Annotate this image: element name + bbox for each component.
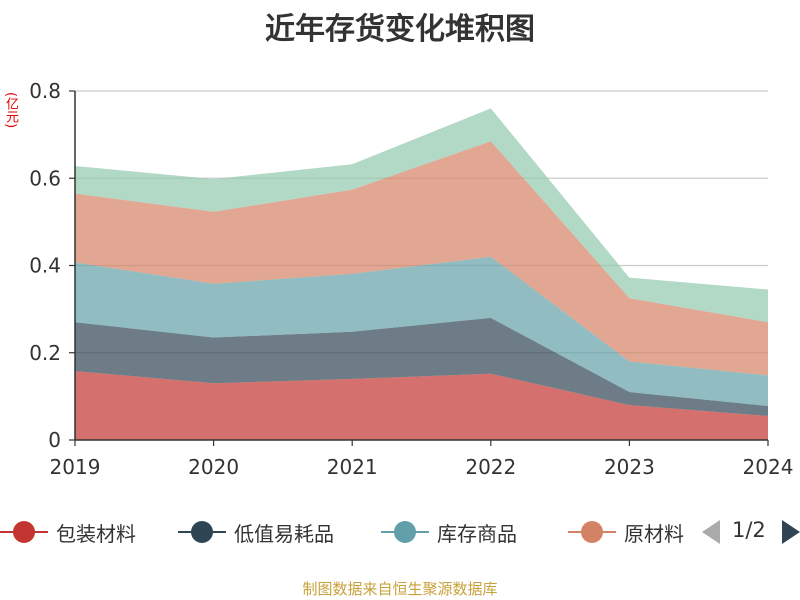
x-tick-label: 2024 [743,455,794,479]
area-series [75,108,768,440]
x-tick-label: 2023 [604,455,655,479]
y-tick-label: 0 [48,428,61,452]
legend-item[interactable]: 包装材料 [0,514,136,550]
x-tick-label: 2021 [327,455,378,479]
legend-page-indicator: 1/2 [732,518,766,542]
area-series-2[interactable] [75,317,768,416]
area-series-5[interactable] [75,108,768,323]
legend-item[interactable]: 低值易耗品 [178,514,334,550]
legend-items: 包装材料 低值易耗品 库存商品 原材料 [0,514,684,550]
legend-swatch-dot [13,521,35,543]
legend-prev-icon[interactable] [702,520,720,544]
legend-swatch-dot [394,521,416,543]
legend-swatch [0,520,48,544]
legend-label: 原材料 [624,521,684,546]
x-tick-label: 2022 [465,455,516,479]
legend-label: 包装材料 [56,521,136,546]
y-tick-label: 0.8 [29,79,61,103]
x-tick-label: 2020 [188,455,239,479]
tick-labels: 0 0.2 0.4 0.6 0.8 2019 2020 2021 2022 2023 2024 [29,79,793,479]
legend: 包装材料 低值易耗品 库存商品 原材料 1/2 [0,514,800,550]
area-series-4[interactable] [75,141,768,376]
stacked-area-chart: 0 0.2 0.4 0.6 0.8 2019 2020 2021 2022 2023 2024 [29,79,793,479]
axes [69,90,769,446]
data-source-note: 制图数据来自恒生聚源数据库 [302,580,498,598]
legend-swatch-dot [581,521,603,543]
legend-label: 库存商品 [437,521,517,546]
legend-swatch [568,520,616,544]
legend-next-icon[interactable] [782,520,800,544]
chart-title: 近年存货变化堆积图 [265,12,535,47]
legend-item[interactable]: 库存商品 [381,514,517,550]
legend-label: 低值易耗品 [234,521,334,546]
area-series-3[interactable] [75,256,768,406]
y-tick-label: 0.6 [29,166,61,190]
legend-item[interactable]: 原材料 [568,514,684,550]
legend-swatch-dot [191,521,213,543]
x-tick-label: 2019 [50,455,101,479]
y-tick-label: 0.2 [29,341,61,365]
y-axis-unit: (亿元) [3,92,18,129]
legend-swatch [178,520,226,544]
area-series-1[interactable] [75,371,768,440]
legend-swatch [381,520,429,544]
y-tick-label: 0.4 [29,254,61,278]
